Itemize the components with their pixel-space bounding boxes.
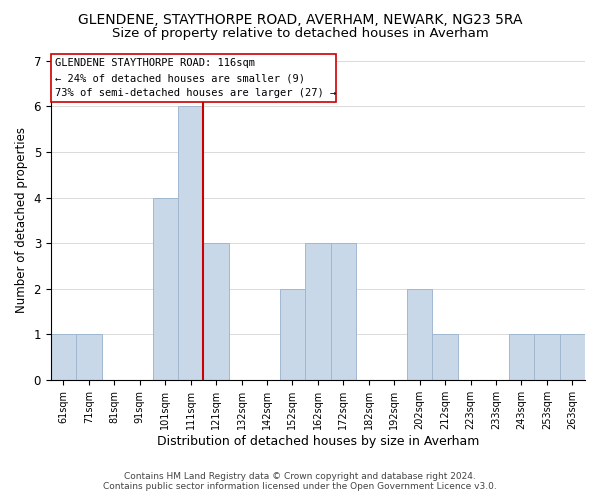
FancyBboxPatch shape xyxy=(51,54,335,102)
Y-axis label: Number of detached properties: Number of detached properties xyxy=(15,128,28,314)
Bar xyxy=(280,288,305,380)
Bar xyxy=(433,334,458,380)
Text: Size of property relative to detached houses in Averham: Size of property relative to detached ho… xyxy=(112,28,488,40)
Bar xyxy=(560,334,585,380)
Text: Contains HM Land Registry data © Crown copyright and database right 2024.
Contai: Contains HM Land Registry data © Crown c… xyxy=(103,472,497,491)
Bar xyxy=(509,334,534,380)
Bar xyxy=(534,334,560,380)
Text: 73% of semi-detached houses are larger (27) →: 73% of semi-detached houses are larger (… xyxy=(55,88,336,98)
Bar xyxy=(152,198,178,380)
Bar xyxy=(331,243,356,380)
Bar xyxy=(305,243,331,380)
Bar xyxy=(51,334,76,380)
X-axis label: Distribution of detached houses by size in Averham: Distribution of detached houses by size … xyxy=(157,434,479,448)
Bar xyxy=(407,288,433,380)
Text: GLENDENE, STAYTHORPE ROAD, AVERHAM, NEWARK, NG23 5RA: GLENDENE, STAYTHORPE ROAD, AVERHAM, NEWA… xyxy=(78,12,522,26)
Bar xyxy=(76,334,101,380)
Bar xyxy=(203,243,229,380)
Bar xyxy=(178,106,203,380)
Text: ← 24% of detached houses are smaller (9): ← 24% of detached houses are smaller (9) xyxy=(55,73,305,83)
Text: GLENDENE STAYTHORPE ROAD: 116sqm: GLENDENE STAYTHORPE ROAD: 116sqm xyxy=(55,58,254,68)
